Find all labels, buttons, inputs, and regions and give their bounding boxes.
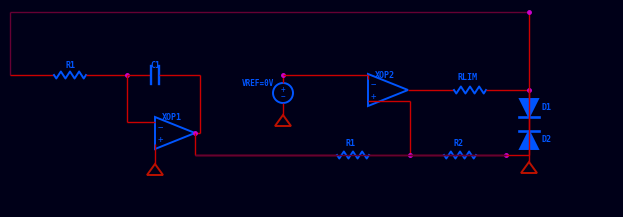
Text: RLIM: RLIM xyxy=(458,74,478,82)
Text: XOP1: XOP1 xyxy=(162,113,182,123)
Text: D1: D1 xyxy=(542,104,552,112)
Text: −: − xyxy=(281,92,285,102)
Text: R1: R1 xyxy=(65,61,75,69)
Text: +: + xyxy=(281,85,285,94)
Polygon shape xyxy=(520,99,538,117)
Text: R2: R2 xyxy=(453,140,463,148)
Text: C1: C1 xyxy=(150,61,160,69)
Text: −: − xyxy=(158,122,163,131)
Text: +: + xyxy=(158,135,163,144)
Text: −: − xyxy=(370,79,376,88)
Text: VREF=0V: VREF=0V xyxy=(242,79,274,89)
Polygon shape xyxy=(520,131,538,149)
Text: +: + xyxy=(370,92,376,101)
Text: R1: R1 xyxy=(345,140,355,148)
Text: D2: D2 xyxy=(542,135,552,145)
Text: XOP2: XOP2 xyxy=(375,71,395,81)
